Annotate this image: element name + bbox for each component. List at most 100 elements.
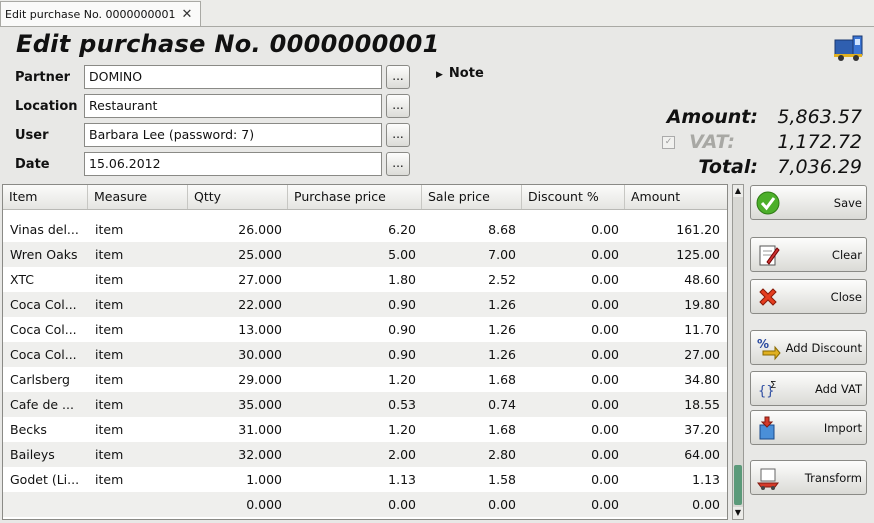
cell-discount[interactable]: 0.00: [591, 222, 619, 237]
cell-discount[interactable]: 0.00: [591, 347, 619, 362]
cell-sale-price[interactable]: 1.68: [488, 422, 516, 437]
cell-sale-price[interactable]: 1.68: [488, 372, 516, 387]
cell-purchase-price[interactable]: 5.00: [388, 247, 416, 262]
cell-item[interactable]: Carlsberg: [10, 372, 70, 387]
cell-item[interactable]: [3, 492, 92, 517]
cell-amount[interactable]: 27.00: [684, 347, 720, 362]
cell-sale-price[interactable]: 1.26: [488, 297, 516, 312]
transform-button[interactable]: Transform: [750, 460, 867, 495]
tab-close-icon[interactable]: ✕: [181, 6, 193, 22]
table-row[interactable]: XTC item 27.000 1.80 2.52 0.00 48.60: [3, 267, 727, 292]
cell-measure[interactable]: item: [95, 397, 124, 412]
cell-qtty[interactable]: 13.000: [238, 322, 282, 337]
cell-discount[interactable]: 0.00: [591, 272, 619, 287]
cell-item[interactable]: XTC: [10, 272, 34, 287]
cell-amount[interactable]: 0.00: [692, 497, 720, 512]
column-header-item[interactable]: Item: [3, 185, 88, 209]
column-header-amount[interactable]: Amount: [631, 189, 681, 204]
cell-purchase-price[interactable]: 0.90: [388, 347, 416, 362]
cell-sale-price[interactable]: 1.26: [488, 347, 516, 362]
cell-item[interactable]: Coca Col...: [10, 347, 77, 362]
column-header-qtty[interactable]: Qtty: [188, 185, 288, 209]
column-header-sale-price[interactable]: Sale price: [422, 185, 522, 209]
cell-measure[interactable]: item: [95, 422, 124, 437]
cell-discount[interactable]: 0.00: [591, 422, 619, 437]
scrollbar-thumb[interactable]: [734, 465, 742, 505]
date-field[interactable]: 15.06.2012: [84, 152, 382, 176]
cell-discount[interactable]: 0.00: [591, 497, 619, 512]
cell-purchase-price[interactable]: 0.00: [388, 497, 416, 512]
cell-amount[interactable]: 1.13: [692, 472, 720, 487]
cell-item[interactable]: Cafe de ...: [10, 397, 74, 412]
table-row[interactable]: Coca Col... item 13.000 0.90 1.26 0.00 11.70: [3, 317, 727, 342]
column-header-discount[interactable]: Discount %: [522, 185, 625, 209]
table-row[interactable]: Coca Col... item 22.000 0.90 1.26 0.00 19.80: [3, 292, 727, 317]
cell-measure[interactable]: [88, 492, 195, 517]
cell-discount[interactable]: 0.00: [591, 397, 619, 412]
table-row[interactable]: Coca Col... item 30.000 0.90 1.26 0.00 27.00: [3, 342, 727, 367]
cell-discount[interactable]: 0.00: [591, 372, 619, 387]
cell-qtty[interactable]: 35.000: [238, 397, 282, 412]
cell-amount[interactable]: 11.70: [684, 322, 720, 337]
cell-measure[interactable]: item: [95, 272, 124, 287]
cell-qtty[interactable]: 26.000: [238, 222, 282, 237]
user-browse-button[interactable]: ...: [386, 123, 410, 147]
user-field[interactable]: Barbara Lee (password: 7): [84, 123, 382, 147]
cell-item[interactable]: Coca Col...: [10, 297, 77, 312]
cell-sale-price[interactable]: 0.74: [488, 397, 516, 412]
cell-qtty[interactable]: 25.000: [238, 247, 282, 262]
cell-purchase-price[interactable]: 1.13: [388, 472, 416, 487]
cell-item[interactable]: Godet (Li...: [10, 472, 80, 487]
table-row[interactable]: Wren Oaks item 25.000 5.00 7.00 0.00 125.00: [3, 242, 727, 267]
clear-button[interactable]: Clear: [750, 237, 867, 272]
cell-amount[interactable]: 48.60: [684, 272, 720, 287]
table-row[interactable]: Carlsberg item 29.000 1.20 1.68 0.00 34.80: [3, 367, 727, 392]
add-discount-button[interactable]: % Add Discount: [750, 330, 867, 365]
cell-purchase-price[interactable]: 1.80: [388, 272, 416, 287]
cell-discount[interactable]: 0.00: [591, 472, 619, 487]
location-field[interactable]: Restaurant: [84, 94, 382, 118]
cell-measure[interactable]: item: [95, 322, 124, 337]
cell-amount[interactable]: 18.55: [684, 397, 720, 412]
cell-measure[interactable]: item: [95, 372, 124, 387]
cell-qtty[interactable]: 27.000: [238, 272, 282, 287]
cell-measure[interactable]: item: [95, 297, 124, 312]
cell-discount[interactable]: 0.00: [591, 322, 619, 337]
cell-qtty[interactable]: 29.000: [238, 372, 282, 387]
cell-purchase-price[interactable]: 0.90: [388, 322, 416, 337]
cell-sale-price[interactable]: 0.00: [488, 497, 516, 512]
cell-item[interactable]: Baileys: [10, 447, 55, 462]
cell-sale-price[interactable]: 2.52: [488, 272, 516, 287]
table-scrollbar[interactable]: ▲ ▼: [732, 184, 744, 520]
table-row[interactable]: Godet (Li... item 1.000 1.13 1.58 0.00 1.13: [3, 467, 727, 492]
vat-checkbox[interactable]: ✓: [662, 136, 675, 149]
cell-sale-price[interactable]: 2.80: [488, 447, 516, 462]
cell-qtty[interactable]: 30.000: [238, 347, 282, 362]
scroll-down-icon[interactable]: ▼: [733, 507, 743, 519]
cell-purchase-price[interactable]: 0.90: [388, 297, 416, 312]
cell-sale-price[interactable]: 1.26: [488, 322, 516, 337]
cell-sale-price[interactable]: 1.58: [488, 472, 516, 487]
cell-item[interactable]: Wren Oaks: [10, 247, 78, 262]
table-row[interactable]: Becks item 31.000 1.20 1.68 0.00 37.20: [3, 417, 727, 442]
table-row[interactable]: 0.000 0.00 0.00 0.00 0.00: [3, 492, 727, 517]
cell-measure[interactable]: item: [95, 447, 124, 462]
cell-purchase-price[interactable]: 2.00: [388, 447, 416, 462]
partner-field[interactable]: DOMINO: [84, 65, 382, 89]
partner-browse-button[interactable]: ...: [386, 65, 410, 89]
cell-amount[interactable]: 37.20: [684, 422, 720, 437]
column-header-measure[interactable]: Measure: [88, 185, 188, 209]
cell-purchase-price[interactable]: 6.20: [388, 222, 416, 237]
cell-discount[interactable]: 0.00: [591, 447, 619, 462]
cell-sale-price[interactable]: 7.00: [488, 247, 516, 262]
save-button[interactable]: Save: [750, 185, 867, 220]
cell-measure[interactable]: item: [95, 247, 124, 262]
cell-qtty[interactable]: 0.000: [246, 497, 282, 512]
cell-measure[interactable]: item: [95, 347, 124, 362]
table-row[interactable]: Vinas del... item 26.000 6.20 8.68 0.00 161.20: [3, 217, 727, 242]
column-header-purchase-price[interactable]: Purchase price: [288, 185, 422, 209]
cell-purchase-price[interactable]: 1.20: [388, 372, 416, 387]
cell-amount[interactable]: 161.20: [676, 222, 720, 237]
cell-item[interactable]: Coca Col...: [10, 322, 77, 337]
cell-qtty[interactable]: 31.000: [238, 422, 282, 437]
